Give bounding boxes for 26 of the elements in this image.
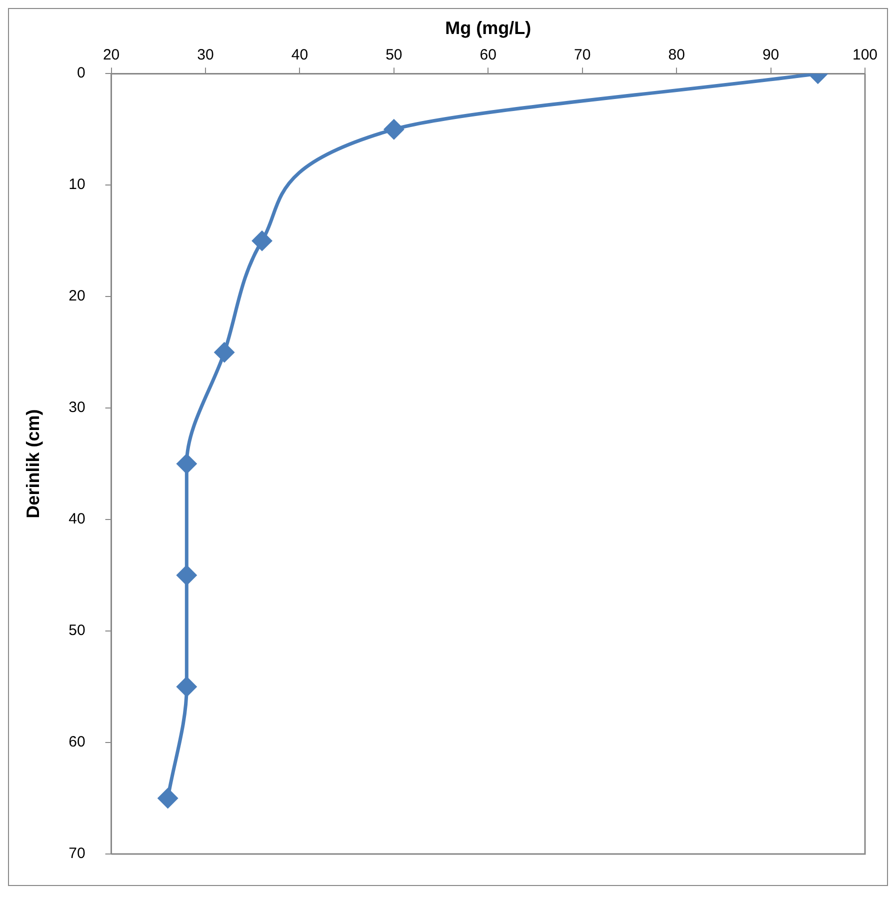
point xyxy=(158,788,178,808)
y-tick-label: 0 xyxy=(76,64,86,82)
y-axis-title: Derinlik (cm) xyxy=(22,409,43,518)
x-tick-label: 50 xyxy=(386,46,402,64)
x-tick-label: 20 xyxy=(102,46,120,64)
y-tick-label: 70 xyxy=(68,845,86,862)
point xyxy=(252,231,272,251)
x-tick-label: 40 xyxy=(291,46,308,64)
x-axis-title: Mg (mg/L) xyxy=(445,18,532,38)
point xyxy=(176,454,196,474)
point xyxy=(384,120,404,140)
x-tick-label: 100 xyxy=(852,46,878,64)
x-tick-label: 90 xyxy=(762,46,780,64)
y-tick-label: 40 xyxy=(68,510,86,528)
y-tick-label: 60 xyxy=(68,734,86,751)
point xyxy=(176,677,196,697)
x-tick-label: 80 xyxy=(668,46,685,64)
point xyxy=(214,342,234,362)
y-tick-label: 10 xyxy=(68,176,86,194)
x-tick-label: 30 xyxy=(197,46,214,64)
x-tick-label: 60 xyxy=(480,46,496,64)
y-tick-label: 50 xyxy=(68,622,86,640)
point xyxy=(176,566,196,586)
y-tick-label: 30 xyxy=(68,399,86,416)
y-tick-label: 20 xyxy=(68,288,86,305)
x-tick-label: 70 xyxy=(574,46,591,64)
